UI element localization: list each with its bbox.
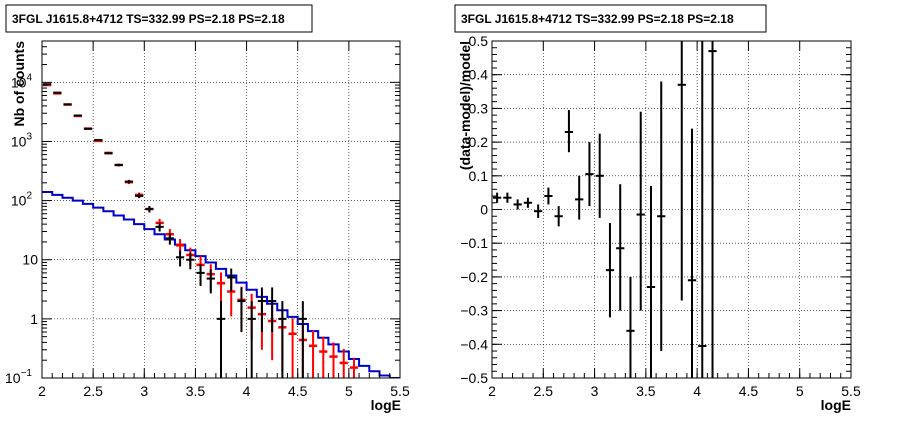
residuals-y-tick-label: 0.3 [469, 100, 489, 116]
residuals-y-tick-label: −0.2 [460, 269, 488, 285]
counts-title: 3FGL J1615.8+4712 TS=332.99 PS=2.18 PS=2… [12, 12, 285, 26]
residuals-x-tick-label: 4 [693, 383, 701, 399]
counts-y-tick-label: 10 [22, 252, 38, 268]
counts-x-tick-label: 2.5 [83, 383, 103, 399]
counts-x-ticks: 2 2.5 3 3.5 4 4.5 5 5.5 [38, 41, 410, 399]
counts-x-tick-label: 5.5 [390, 383, 410, 399]
residuals-y-tick-label: 0 [480, 202, 488, 218]
counts-y-ticks: 10−1 1 10 102 103 104 [5, 46, 400, 386]
residuals-panel: 2 2.5 3 3.5 4 4.5 5 5.5 −0.5 −0.4 −0.3 −0.2 −0.1 0 0.… [454, 4, 861, 413]
residuals-y-label: (data-model)/model [457, 41, 473, 170]
counts-x-tick-label: 4 [243, 383, 251, 399]
residuals-title-box [454, 4, 767, 33]
counts-y-tick-label: 1 [30, 311, 38, 327]
counts-y-tick-label: 103 [11, 131, 33, 149]
residuals-y-tick-label: 0.1 [469, 168, 489, 184]
counts-y-tick-label: 102 [11, 191, 33, 209]
counts-x-label: logE [371, 397, 401, 413]
counts-y-label: Nb of counts [11, 41, 27, 127]
residuals-x-tick-label: 5.5 [841, 383, 861, 399]
counts-title-box [5, 4, 313, 33]
residuals-x-ticks: 2 2.5 3 3.5 4 4.5 5 5.5 [488, 41, 861, 399]
counts-x-tick-label: 4.5 [288, 383, 308, 399]
residuals-x-label: logE [821, 397, 851, 413]
residuals-x-tick-label: 4.5 [739, 383, 759, 399]
counts-y-tick-label: 10−1 [5, 368, 32, 386]
residuals-plot-area [493, 41, 717, 378]
residuals-title: 3FGL J1615.8+4712 TS=332.99 PS=2.18 PS=2… [461, 12, 734, 26]
counts-x-tick-label: 3 [140, 383, 148, 399]
counts-plot-area [42, 83, 400, 378]
counts-panel: 2 2.5 3 3.5 4 4.5 5 5.5 10−1 1 10 102 103 104 3FGL J… [5, 4, 410, 413]
residuals-y-tick-label: −0.1 [460, 235, 488, 251]
residuals-y-tick-label: 0.5 [469, 33, 489, 49]
residuals-frame [491, 40, 852, 379]
residuals-y-tick-label: −0.4 [460, 336, 488, 352]
residuals-y-tick-label: 0.4 [469, 67, 489, 83]
residuals-y-ticks: −0.5 −0.4 −0.3 −0.2 −0.1 0 0.1 0.2 0.3 0.4 0.5 [460, 33, 851, 386]
residuals-x-tick-label: 5 [796, 383, 804, 399]
counts-grid [42, 41, 400, 378]
residuals-y-tick-label: −0.5 [460, 370, 488, 386]
counts-x-tick-label: 5 [345, 383, 353, 399]
counts-x-tick-label: 2 [38, 383, 46, 399]
residuals-y-tick-label: 0.2 [469, 134, 489, 150]
residuals-y-tick-label: −0.3 [460, 303, 488, 319]
residuals-grid [492, 41, 851, 378]
residuals-x-tick-label: 3 [591, 383, 599, 399]
component-step-line [42, 190, 400, 378]
residuals-x-tick-label: 3.5 [636, 383, 656, 399]
residuals-x-tick-label: 2 [488, 383, 496, 399]
residuals-x-tick-label: 2.5 [534, 383, 554, 399]
counts-y-tick-label: 104 [11, 72, 33, 90]
counts-x-tick-label: 3.5 [186, 383, 206, 399]
